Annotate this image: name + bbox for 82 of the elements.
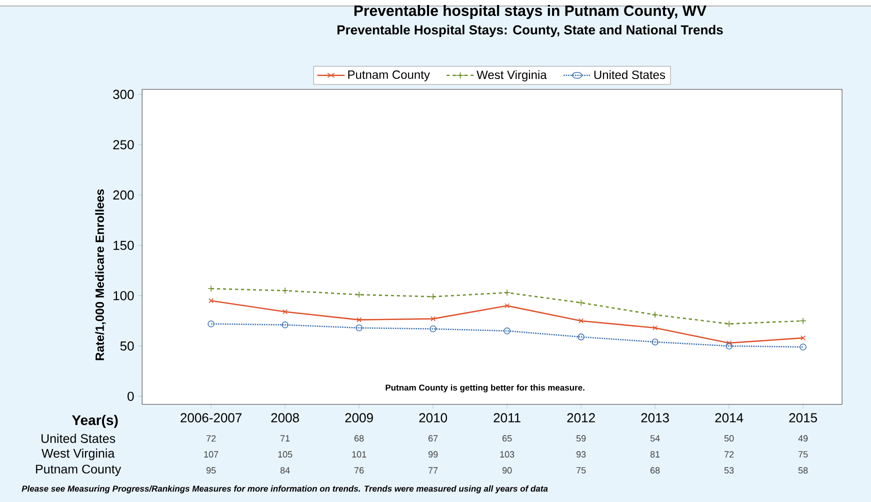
data-label: 50 xyxy=(724,435,734,442)
point xyxy=(652,325,658,330)
data-label: 59 xyxy=(576,435,586,442)
text: Please see Measuring Progress/Rankings Measures for more information on trends. Trends were measured using all years of data xyxy=(22,485,548,494)
y-tick-label: 150 xyxy=(114,240,134,250)
point xyxy=(356,317,362,322)
y-tick-label: 250 xyxy=(113,140,134,150)
point xyxy=(726,342,732,350)
x-tick-label: 2014 xyxy=(715,413,744,422)
y-tick-label: 50 xyxy=(120,341,134,351)
data-label: 65 xyxy=(502,435,512,442)
data-label: 58 xyxy=(798,467,808,474)
y-tick-label: 200 xyxy=(113,190,134,200)
y-tick-label: 0 xyxy=(128,392,134,401)
point xyxy=(282,321,288,328)
legend-label: Putnam County xyxy=(348,70,430,82)
data-label: 84 xyxy=(280,467,290,474)
point xyxy=(208,285,214,292)
x-tick-label: 2008 xyxy=(271,413,299,422)
legend-label: West Virginia xyxy=(476,70,547,82)
point xyxy=(282,309,288,314)
data-label: 72 xyxy=(724,451,734,458)
data-label: 68 xyxy=(650,467,660,474)
y-axis-title: Rate/1,000 Medicare Enrollees xyxy=(95,189,106,360)
data-label: 105 xyxy=(278,451,292,458)
x-tick-label: 2015 xyxy=(789,413,817,422)
point xyxy=(430,316,436,322)
x-axis-title: Year(s) xyxy=(72,414,118,428)
y-tick-label: 300 xyxy=(113,90,134,99)
chart-title: Preventable hospital stays in Putnam County, WV xyxy=(354,5,706,19)
point xyxy=(578,334,584,340)
data-label: 93 xyxy=(576,451,586,458)
text: West Virginia xyxy=(42,448,115,460)
x-tick-label: 2010 xyxy=(419,413,448,422)
x-tick-label: 2011 xyxy=(494,413,520,422)
data-label: 81 xyxy=(650,451,660,458)
data-label: 107 xyxy=(204,451,218,458)
data-label: 101 xyxy=(352,451,366,458)
annotation: Putnam County is getting better for this measure. xyxy=(386,384,584,392)
point xyxy=(578,318,584,324)
point xyxy=(504,289,510,296)
legend-label: United States xyxy=(594,70,666,80)
y-tick-label: 100 xyxy=(114,291,134,300)
point xyxy=(726,320,732,328)
point xyxy=(208,320,214,328)
text: Putnam County xyxy=(36,464,122,476)
point xyxy=(282,287,288,294)
point xyxy=(800,344,806,350)
point xyxy=(578,299,584,306)
x-tick-label: 2012 xyxy=(567,413,595,422)
data-label: 72 xyxy=(206,435,216,442)
data-label: 103 xyxy=(500,451,514,458)
x-tick-label: 2009 xyxy=(345,413,373,422)
point xyxy=(356,291,362,298)
data-label: 90 xyxy=(502,467,512,474)
point xyxy=(504,303,510,308)
point xyxy=(652,311,658,318)
data-label: 54 xyxy=(650,435,660,442)
point xyxy=(726,340,732,346)
point xyxy=(208,298,214,304)
data-label: 67 xyxy=(428,435,438,442)
data-label: 95 xyxy=(206,467,216,474)
point xyxy=(430,293,436,300)
point xyxy=(800,335,806,340)
data-label: 75 xyxy=(798,451,808,458)
data-label: 49 xyxy=(798,435,808,442)
data-label: 68 xyxy=(354,435,364,442)
x-tick-label: 2006-2007 xyxy=(180,413,242,422)
point xyxy=(504,328,510,334)
point xyxy=(430,325,436,332)
point xyxy=(652,338,658,346)
text: United States xyxy=(42,434,116,443)
x-tick-label: 2013 xyxy=(641,413,669,422)
data-label: 76 xyxy=(354,467,364,474)
data-label: 71 xyxy=(280,435,290,442)
point xyxy=(356,324,362,332)
data-label: 77 xyxy=(428,467,438,474)
point xyxy=(800,317,806,324)
data-label: 99 xyxy=(428,451,438,458)
data-label: 75 xyxy=(576,467,586,474)
data-label: 53 xyxy=(724,467,734,474)
chart-subtitle: Preventable Hospital Stays: County, State and National Trends xyxy=(338,24,723,38)
